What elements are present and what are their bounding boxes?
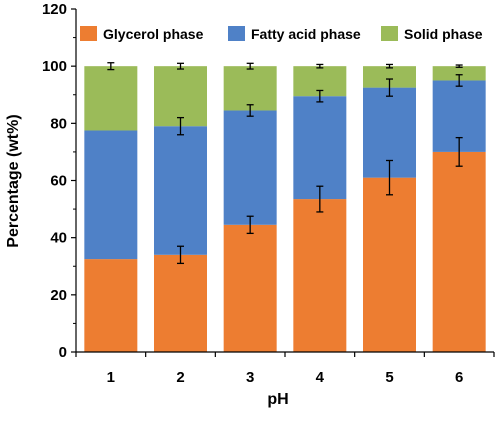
bar-2-3 (223, 110, 277, 225)
legend-label: Glycerol phase (103, 26, 204, 42)
legend-item-1: Glycerol phase (80, 26, 204, 42)
axes-layer (75, 9, 494, 353)
y-tick-label: 60 (50, 173, 67, 190)
y-tick-label: 100 (42, 58, 67, 75)
error-bar-1-2 (177, 245, 184, 265)
bar-3-3 (223, 66, 277, 111)
x-ticks-layer: 1 2 3 4 5 6 (75, 352, 495, 386)
x-tick-label: 2 (176, 369, 184, 386)
error-bar-3-5 (386, 63, 393, 69)
error-bar-1-5 (386, 159, 393, 196)
bar-3-1 (84, 66, 138, 131)
error-bar-3-2 (177, 62, 184, 70)
legend-item-3: Solid phase (381, 26, 483, 42)
bar-2-2 (154, 126, 207, 255)
y-tick-label: 80 (50, 115, 67, 132)
bar-1-4 (293, 199, 347, 352)
legend-label: Fatty acid phase (251, 26, 361, 42)
error-bar-3-1 (107, 62, 115, 71)
error-bar-2-2 (177, 116, 184, 136)
error-bar-3-4 (316, 63, 324, 69)
error-bar-1-4 (316, 185, 324, 213)
bar-3-5 (363, 66, 416, 88)
y-tick-label: 40 (50, 230, 67, 247)
error-bar-2-3 (246, 104, 254, 117)
x-tick-label: 5 (385, 369, 393, 386)
y-tick-label: 20 (50, 287, 67, 304)
bar-1-6 (432, 151, 486, 352)
bar-2-1 (84, 130, 138, 260)
error-bar-2-6 (455, 74, 463, 87)
y-tick-label: 120 (42, 1, 67, 18)
bar-1-3 (223, 224, 277, 352)
legend-swatch (228, 26, 245, 41)
legend-swatch (381, 26, 398, 41)
bar-1-1 (84, 259, 138, 352)
x-tick-label: 6 (455, 369, 463, 386)
bar-3-6 (432, 66, 486, 81)
bar-2-4 (293, 96, 347, 200)
x-tick-label: 3 (246, 369, 254, 386)
legend: Glycerol phase Fatty acid phase Solid phas… (80, 26, 483, 42)
y-axis-title: Percentage (wt%) (5, 114, 22, 247)
bars-layer (84, 66, 486, 352)
legend-label: Solid phase (404, 26, 483, 42)
error-bar-3-3 (246, 62, 254, 70)
bar-1-5 (363, 177, 416, 352)
x-tick-label: 4 (316, 369, 325, 386)
legend-swatch (80, 26, 97, 41)
x-axis-title: pH (267, 391, 288, 408)
error-bar-2-4 (316, 89, 324, 103)
y-tick-label: 0 (59, 344, 67, 361)
bar-1-2 (154, 254, 207, 352)
error-bar-3-6 (455, 64, 463, 68)
error-bar-1-3 (246, 215, 254, 235)
error-bar-1-6 (455, 136, 463, 167)
y-ticks-layer: 0 20 40 60 80 100 120 (42, 1, 76, 361)
error-bar-2-5 (386, 78, 393, 97)
legend-item-2: Fatty acid phase (228, 26, 361, 42)
bar-3-2 (154, 66, 207, 127)
error-bars-layer (107, 62, 463, 265)
x-tick-label: 1 (107, 369, 115, 386)
